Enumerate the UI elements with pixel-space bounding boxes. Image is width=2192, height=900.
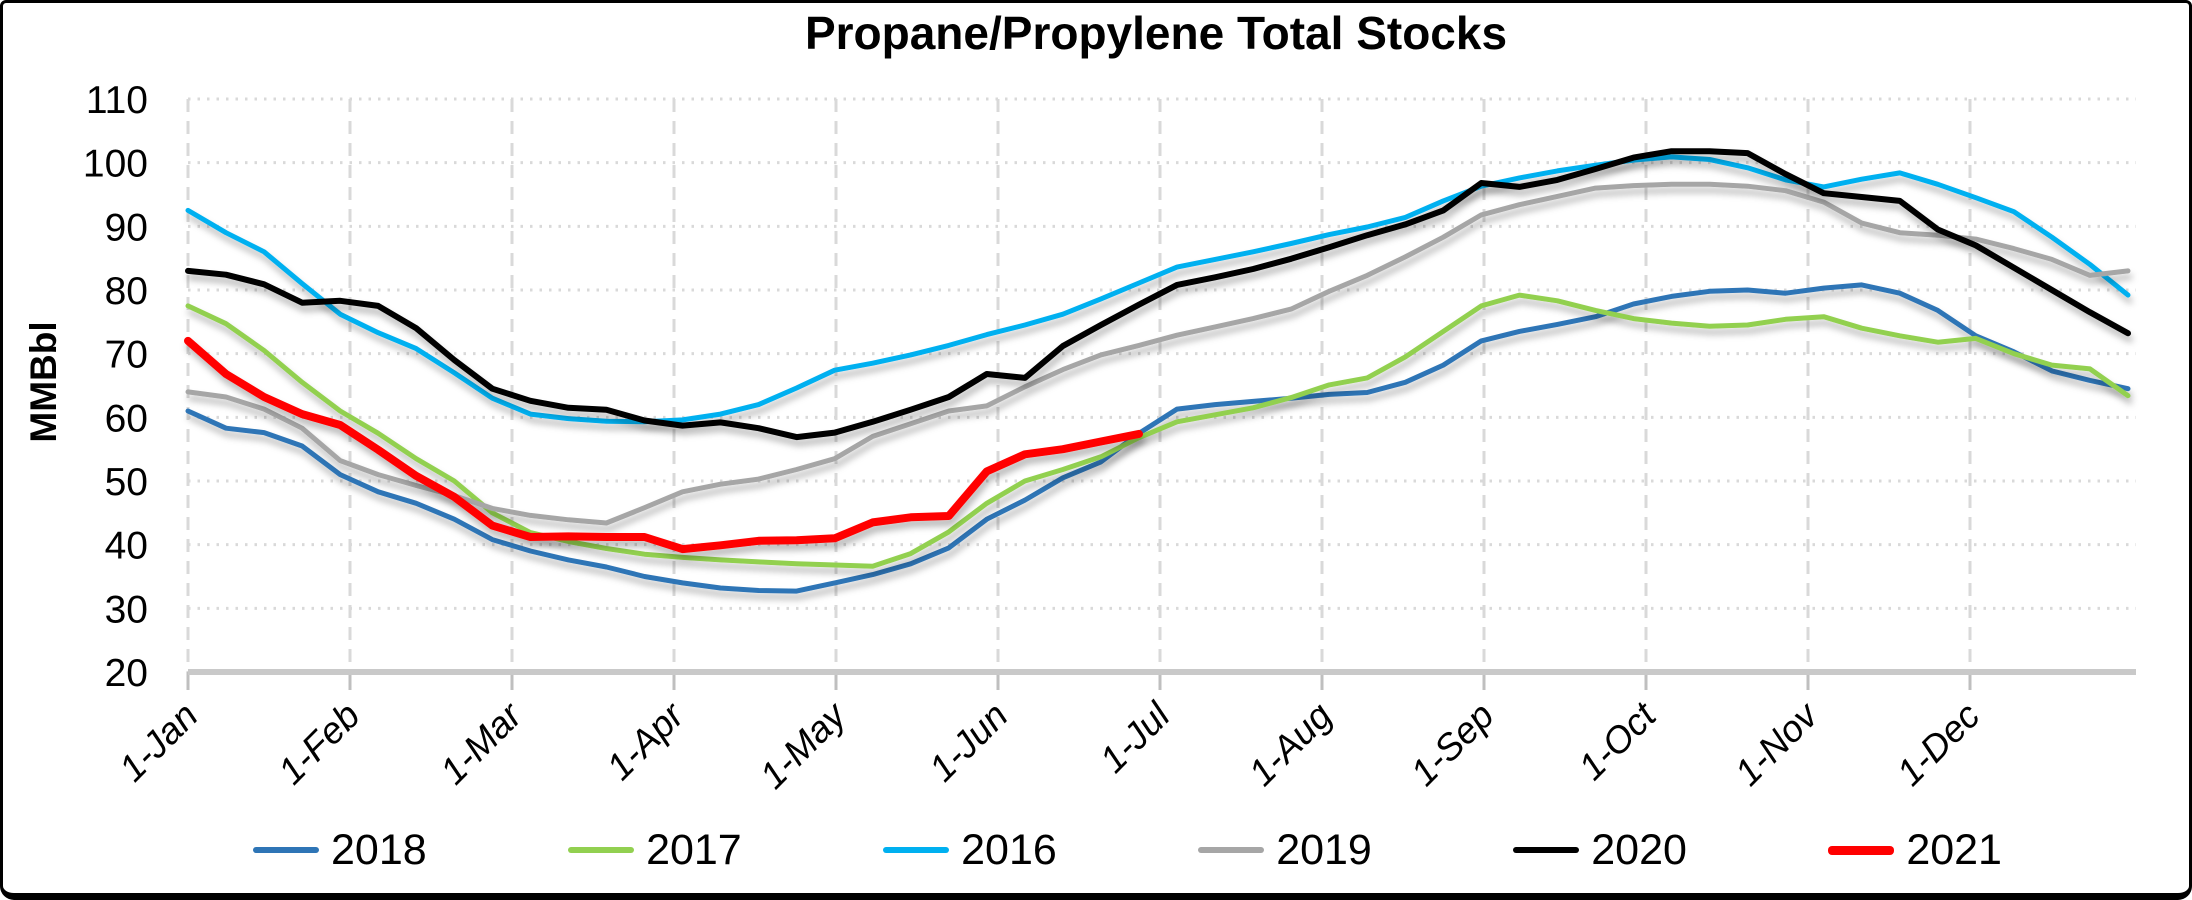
x-tick-label-1-Sep: 1-Sep bbox=[1403, 695, 1502, 794]
y-tick-label-100: 100 bbox=[83, 143, 148, 186]
axes bbox=[186, 669, 2136, 690]
x-tick-label-1-Jul: 1-Jul bbox=[1092, 693, 1179, 780]
legend-label-2021: 2021 bbox=[1906, 825, 2002, 874]
legend-label-2016: 2016 bbox=[961, 825, 1057, 874]
y-tick-label-110: 110 bbox=[86, 79, 148, 122]
y-tick-label-80: 80 bbox=[105, 270, 148, 313]
x-tick-label-1-Jan: 1-Jan bbox=[111, 695, 205, 789]
legend-swatch-2021 bbox=[1828, 845, 1895, 855]
legend-item-2020: 2020 bbox=[1513, 825, 1687, 874]
x-tick-label-1-Aug: 1-Aug bbox=[1241, 694, 1340, 793]
legend-label-2020: 2020 bbox=[1591, 825, 1687, 874]
legend-label-2019: 2019 bbox=[1276, 825, 1372, 874]
x-tick-label-1-Mar: 1-Mar bbox=[432, 693, 530, 791]
y-tick-label-50: 50 bbox=[105, 461, 148, 504]
y-tick-label-60: 60 bbox=[105, 397, 148, 440]
legend-item-2017: 2017 bbox=[568, 825, 742, 874]
legend: 2018 2017 2016 2019 2020 2021 bbox=[253, 822, 2002, 878]
series-line-2021 bbox=[184, 336, 1143, 554]
legend-item-2019: 2019 bbox=[1198, 825, 1372, 874]
x-tick-label-1-Jun: 1-Jun bbox=[921, 695, 1015, 789]
legend-swatch-2018 bbox=[253, 847, 319, 853]
y-tick-label-70: 70 bbox=[105, 334, 148, 377]
legend-swatch-2017 bbox=[568, 847, 635, 853]
legend-label-2017: 2017 bbox=[646, 825, 742, 874]
y-tick-label-20: 20 bbox=[105, 652, 148, 695]
x-tick-label-1-Dec: 1-Dec bbox=[1889, 694, 1988, 793]
legend-swatch-2020 bbox=[1513, 847, 1580, 853]
x-tick-label-1-May: 1-May bbox=[752, 693, 855, 796]
legend-swatch-2019 bbox=[1198, 847, 1265, 853]
legend-label-2018: 2018 bbox=[331, 825, 427, 874]
legend-item-2021: 2021 bbox=[1828, 825, 2002, 874]
series-line-2018 bbox=[185, 282, 2131, 594]
legend-swatch-2016 bbox=[883, 847, 950, 853]
y-tick-label-90: 90 bbox=[105, 206, 148, 249]
x-tick-label-1-Apr: 1-Apr bbox=[599, 693, 693, 787]
x-tick-label-1-Feb: 1-Feb bbox=[270, 695, 367, 792]
series-line-2017 bbox=[185, 292, 2131, 569]
x-tick-label-1-Nov: 1-Nov bbox=[1727, 693, 1828, 794]
data-series bbox=[184, 148, 2131, 594]
series-line-2020 bbox=[185, 148, 2131, 441]
stocks-line-chart: 110 100 90 80 70 60 50 40 30 201-Jan 1-Feb 1-Mar 1-A… bbox=[83, 79, 2136, 796]
legend-item-2018: 2018 bbox=[253, 825, 427, 874]
y-tick-label-30: 30 bbox=[105, 588, 148, 631]
x-tick-label-1-Oct: 1-Oct bbox=[1571, 693, 1665, 787]
chart-title: Propane/Propylene Total Stocks bbox=[804, 7, 1508, 59]
legend-item-2016: 2016 bbox=[883, 825, 1057, 874]
y-tick-label-40: 40 bbox=[105, 525, 148, 568]
series-line-2019 bbox=[185, 181, 2131, 526]
